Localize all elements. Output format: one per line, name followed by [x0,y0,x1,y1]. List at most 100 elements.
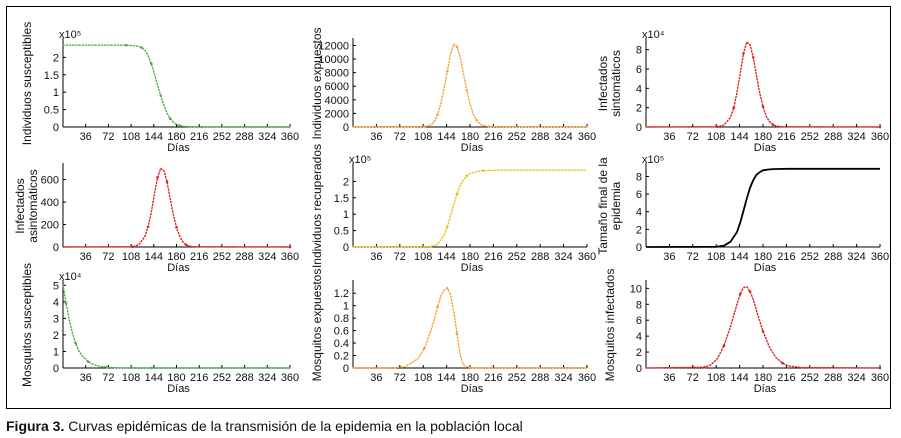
y-tick-label: 0 [343,363,349,375]
x-tick-label: 216 [777,372,795,384]
x-axis-label: Días [461,142,484,154]
x-tick-label: 72 [687,251,699,263]
x-tick-label: 144 [145,372,163,384]
y-tick-label: 1.2 [334,288,349,300]
series-line [645,286,881,369]
x-tick-label: 288 [824,251,842,263]
y-tick-label: 1 [53,87,59,99]
y-axis-label: Infectados [13,178,27,233]
y-tick-label: 4000 [325,95,349,107]
y-tick-label: 2000 [325,108,349,120]
x-tick-label: 360 [281,251,299,263]
chart-mosquitos_infectados: 0 2 4 6 8 10 36 72 108 144 180 216 252 288 324 360 Días M… [603,269,889,395]
data-point [455,192,459,196]
data-point [761,105,765,108]
y-tick-label: 2 [636,347,642,359]
x-axis-label: Días [461,383,484,395]
x-tick-label: 36 [370,131,382,143]
x-tick-label: 288 [531,251,549,263]
data-point [74,341,77,345]
y-tick-label: 4 [636,331,642,343]
x-tick-label: 252 [508,372,526,384]
x-axis-label: Días [167,383,190,395]
x-tick-label: 144 [437,131,455,143]
y-tick-label: 600 [41,175,59,187]
data-point [200,125,204,129]
x-tick-label: 180 [167,131,185,143]
exponent-label: x10⁴ [59,271,82,283]
x-axis-label: Días [754,262,777,274]
y-tick-label: 4 [636,83,642,95]
series-line [352,169,588,248]
figure-caption: Figura 3. Curvas epidémicas de la transm… [6,418,523,434]
data-point [168,117,172,120]
data-point [184,243,188,247]
data-point [722,344,726,348]
data-point [475,118,478,122]
y-axis-label: Mosquitos susceptibles [20,263,34,387]
x-tick-label: 180 [461,131,479,143]
data-point [156,176,159,179]
data-point [64,302,68,305]
y-axis-label: Mosquitos expuestos [310,269,324,382]
x-tick-label: 360 [578,251,596,263]
x-tick-label: 324 [554,251,572,263]
x-tick-label: 360 [578,372,596,384]
x-tick-label: 216 [190,131,208,143]
x-tick-label: 216 [190,251,208,263]
x-tick-label: 144 [730,372,748,384]
x-tick-label: 216 [484,251,502,263]
x-tick-label: 360 [871,131,889,143]
x-tick-label: 180 [167,372,185,384]
chart-mosquitos_expuestos: 00.20.40.60.811.2 36 72 108 144 180 216 252 288 3… [310,269,596,395]
y-tick-label: 8 [636,171,642,183]
y-tick-label: 1 [53,346,59,358]
y-axis-label: Mosquitos infectados [603,269,617,382]
y-tick-label: 6 [636,315,642,327]
x-tick-label: 360 [578,131,596,143]
data-point [771,123,775,126]
data-point [751,56,755,59]
x-tick-label: 36 [370,251,382,263]
x-tick-label: 36 [370,372,382,384]
data-point [445,69,449,73]
x-tick-label: 108 [707,372,725,384]
x-tick-label: 252 [801,131,819,143]
x-tick-label: 108 [414,131,432,143]
data-point [781,361,784,365]
y-tick-label: 0 [343,122,349,134]
x-tick-label: 252 [508,251,526,263]
x-tick-label: 288 [235,131,253,143]
x-tick-label: 360 [281,372,299,384]
data-point [436,305,439,309]
y-tick-label: 10000 [318,54,349,66]
y-tick-label: 4 [53,297,59,309]
exponent-label: x10⁴ [642,29,665,41]
x-tick-label: 108 [414,251,432,263]
y-axis-label: sintomáticos [609,50,623,117]
x-tick-label: 252 [213,131,231,143]
series-line [62,44,291,128]
data-point [445,286,449,290]
y-tick-label: 0 [53,363,59,375]
x-tick-label: 180 [754,372,772,384]
x-tick-label: 252 [213,372,231,384]
exponent-label: x10⁵ [642,154,664,166]
data-point [131,245,134,249]
x-tick-label: 144 [145,131,163,143]
x-axis-label: Días [754,142,777,154]
chart-asintomaticos: 0 200 400 600 36 72 108 144 180 216 252 288 324 360 Dí… [13,163,299,274]
x-axis-label: Días [754,383,777,395]
data-point [748,290,752,293]
x-tick-label: 72 [394,251,406,263]
x-tick-label: 108 [707,131,725,143]
y-tick-label: 10 [630,283,642,295]
y-tick-label: 8 [636,299,642,311]
x-tick-label: 324 [258,372,276,384]
figure-frame [6,6,891,409]
x-tick-label: 144 [730,131,748,143]
y-tick-label: 4 [636,207,642,219]
caption-text: Curvas epidémicas de la transmisión de l… [64,418,523,434]
